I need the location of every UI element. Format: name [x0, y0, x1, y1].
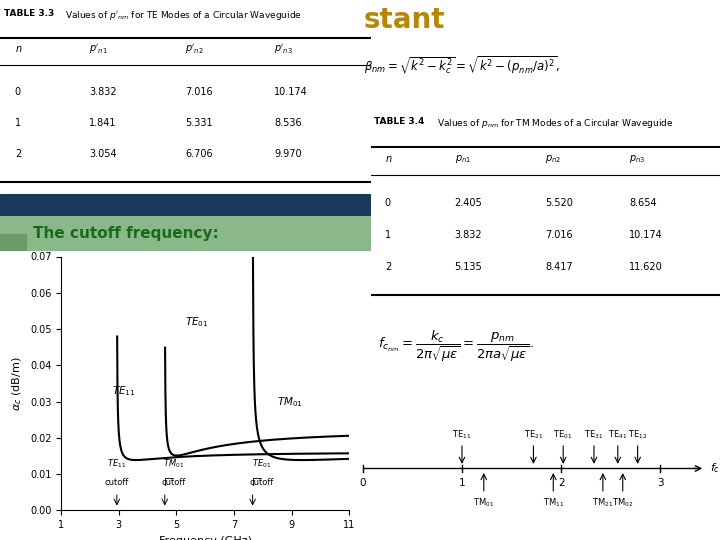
Text: TM$_{01}$: TM$_{01}$	[473, 496, 495, 509]
Text: 3.832: 3.832	[454, 230, 482, 240]
Text: TE$_{31}$: TE$_{31}$	[584, 428, 603, 441]
Text: TE$_{11}$: TE$_{11}$	[452, 428, 472, 441]
Text: 7.016: 7.016	[186, 87, 213, 97]
Text: 0: 0	[384, 198, 391, 207]
Text: 9.970: 9.970	[274, 150, 302, 159]
Text: 5.331: 5.331	[186, 118, 213, 128]
Text: TABLE 3.4: TABLE 3.4	[374, 117, 425, 126]
Text: 2: 2	[384, 261, 391, 272]
Text: Values of $p_{nm}$ for TM Modes of a Circular Waveguide: Values of $p_{nm}$ for TM Modes of a Cir…	[437, 117, 674, 130]
Text: $p_{n1}$: $p_{n1}$	[454, 153, 471, 165]
Text: 3.832: 3.832	[89, 87, 117, 97]
Text: 1.841: 1.841	[89, 118, 117, 128]
Text: 8.536: 8.536	[274, 118, 302, 128]
Text: $f_{c_{nm}} = \dfrac{k_c}{2\pi\sqrt{\mu\epsilon}} = \dfrac{p_{nm}}{2\pi a\sqrt{\: $f_{c_{nm}} = \dfrac{k_c}{2\pi\sqrt{\mu\…	[378, 329, 534, 364]
Text: cutoff: cutoff	[249, 478, 274, 487]
Text: cutoff: cutoff	[161, 478, 186, 487]
Text: 8.654: 8.654	[629, 198, 657, 207]
Text: 3: 3	[657, 478, 664, 488]
Text: $TE_{01}$: $TE_{01}$	[252, 458, 271, 470]
Text: 5.520: 5.520	[546, 198, 573, 207]
Text: TE$_{41}$: TE$_{41}$	[608, 428, 627, 441]
Text: 2: 2	[558, 478, 564, 488]
Text: 1: 1	[384, 230, 391, 240]
Text: 2.405: 2.405	[454, 198, 482, 207]
Text: 11.620: 11.620	[629, 261, 663, 272]
Text: 10.174: 10.174	[274, 87, 308, 97]
Text: TE$_{21}$: TE$_{21}$	[523, 428, 543, 441]
Text: $n$: $n$	[15, 44, 22, 55]
Text: TE$_{12}$: TE$_{12}$	[628, 428, 647, 441]
Y-axis label: $\alpha_c$ (dB/m): $\alpha_c$ (dB/m)	[11, 356, 24, 410]
Text: 6.706: 6.706	[186, 150, 213, 159]
Text: TE$_{01}$: TE$_{01}$	[554, 428, 573, 441]
Text: cutoff: cutoff	[104, 478, 129, 487]
Text: Values of $p'_{nm}$ for TE Modes of a Circular Waveguide: Values of $p'_{nm}$ for TE Modes of a Ci…	[65, 9, 302, 22]
Text: $TE_{11}$: $TE_{11}$	[112, 384, 135, 398]
Text: 2: 2	[15, 150, 21, 159]
Text: 0: 0	[15, 87, 21, 97]
Text: 0: 0	[359, 478, 366, 488]
Text: $p'_{n2}$: $p'_{n2}$	[186, 43, 204, 56]
Text: TM$_{02}$: TM$_{02}$	[612, 496, 634, 509]
Text: $TM_{01}$: $TM_{01}$	[163, 458, 184, 470]
Text: stant: stant	[364, 6, 445, 34]
Text: $p'_{n3}$: $p'_{n3}$	[274, 43, 294, 56]
Text: $\beta_{nm} = \sqrt{k^2 - k_c^2} = \sqrt{k^2 - (p_{nm}/a)^2},$: $\beta_{nm} = \sqrt{k^2 - k_c^2} = \sqrt…	[364, 55, 559, 77]
Text: $n$: $n$	[384, 154, 392, 164]
Text: $TM_{01}$: $TM_{01}$	[277, 395, 303, 409]
Text: The cutoff frequency:: The cutoff frequency:	[33, 226, 219, 241]
Text: $TE_{01}$: $TE_{01}$	[185, 315, 209, 329]
Text: $p'_{n1}$: $p'_{n1}$	[89, 43, 108, 56]
Text: $p_{n2}$: $p_{n2}$	[546, 153, 562, 165]
Text: $TE_{11}$: $TE_{11}$	[107, 458, 127, 470]
Text: 8.417: 8.417	[546, 261, 573, 272]
Text: 5.135: 5.135	[454, 261, 482, 272]
Text: $f_c$: $f_c$	[710, 462, 720, 475]
Text: TM$_{11}$: TM$_{11}$	[543, 496, 564, 509]
Text: 3.054: 3.054	[89, 150, 117, 159]
Text: 10.174: 10.174	[629, 230, 663, 240]
Text: 1: 1	[459, 478, 465, 488]
Text: 1: 1	[15, 118, 21, 128]
Text: TABLE 3.3: TABLE 3.3	[4, 9, 54, 17]
Text: 7.016: 7.016	[546, 230, 573, 240]
Text: $p_{n3}$: $p_{n3}$	[629, 153, 646, 165]
X-axis label: Frequency (GHz): Frequency (GHz)	[158, 536, 252, 540]
Text: TM$_{21}$: TM$_{21}$	[593, 496, 613, 509]
Bar	[0, 233, 26, 251]
